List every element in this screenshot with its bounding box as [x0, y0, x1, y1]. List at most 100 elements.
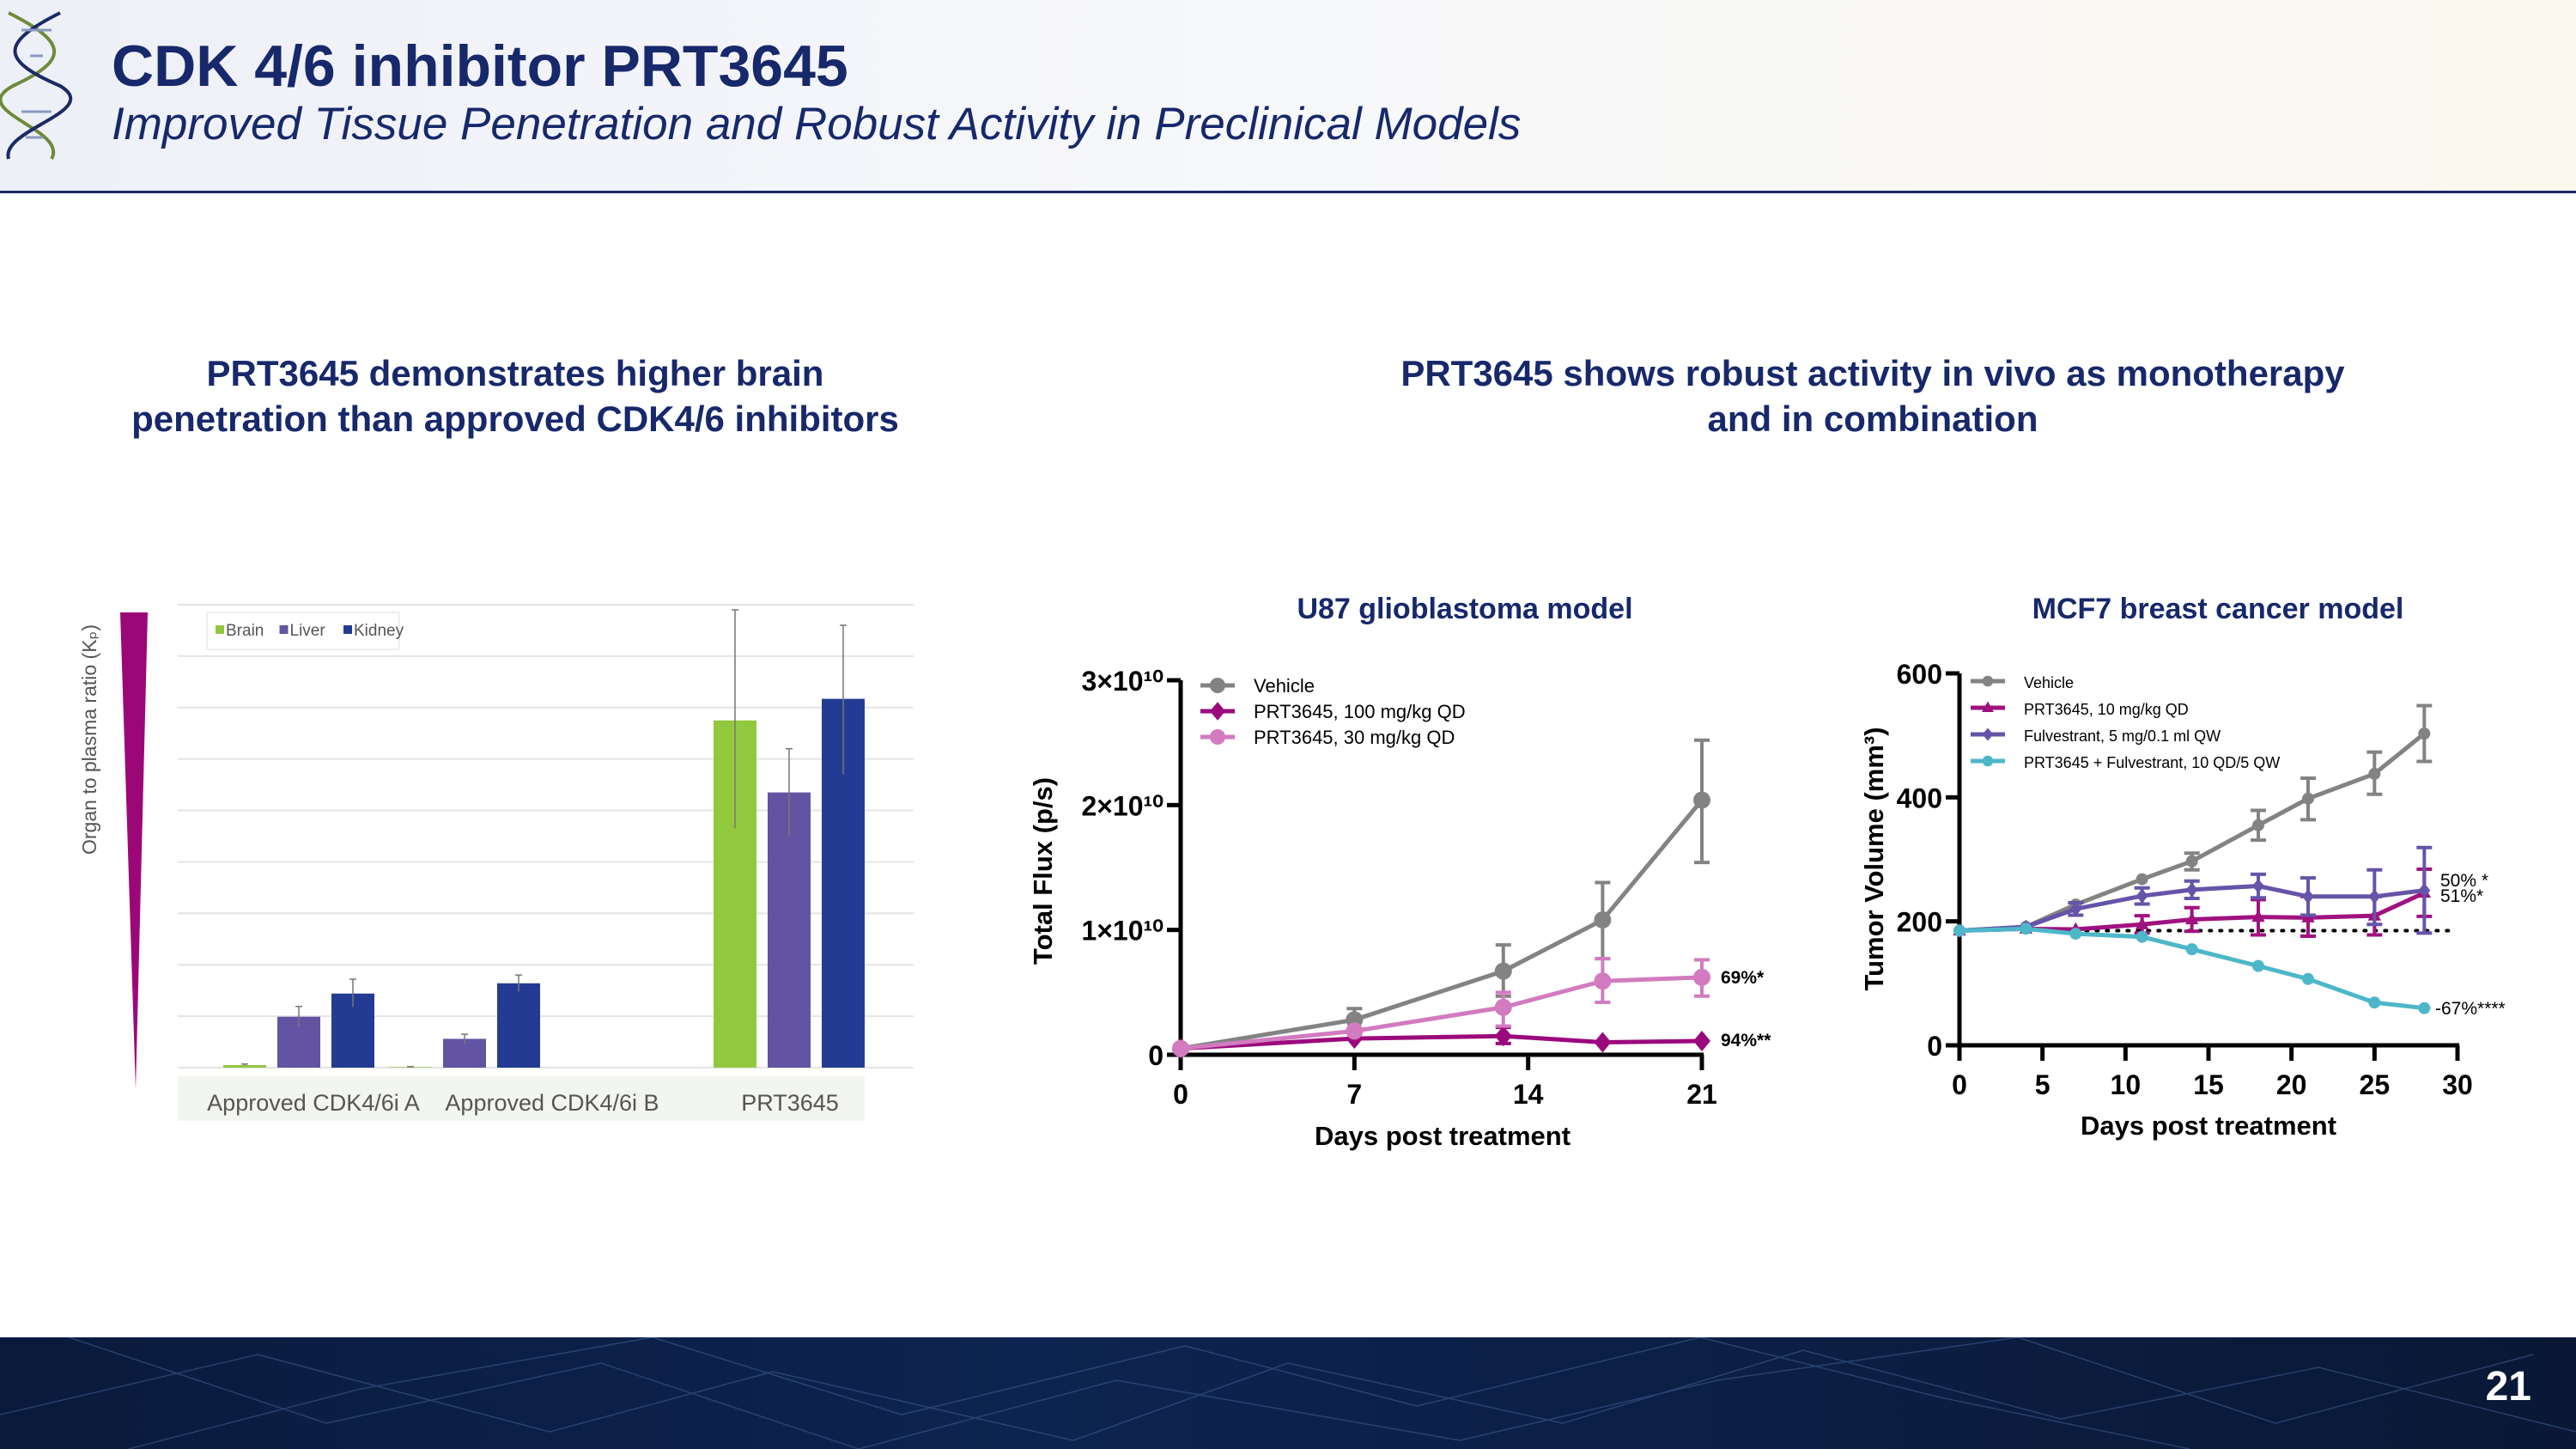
- data-point: [1494, 998, 1512, 1016]
- data-point: [2368, 996, 2381, 1009]
- data-point: [2185, 855, 2198, 868]
- y-tick-label: 400: [1897, 782, 1942, 813]
- bar-brain-approved-cdk4-6i-a: [223, 1065, 266, 1068]
- series-line-vehicle: [1180, 798, 1704, 1051]
- data-point: [2135, 916, 2149, 929]
- y-tick-label: 1×10¹⁰: [1081, 916, 1163, 947]
- annotation-prt3645-fulvestrant-10-qd-5-qw: -67%****: [2435, 999, 2506, 1019]
- data-point: [2185, 882, 2198, 898]
- legend-marker-prt3645-30-mg-kg-qd: [1210, 729, 1225, 745]
- left-heading-line2: penetration than approved CDK4/6 inhibit…: [131, 399, 899, 439]
- data-point: [2136, 888, 2148, 904]
- data-point: [1594, 972, 1612, 990]
- legend-label-kidney: Kidney: [354, 622, 404, 640]
- increasing-ratio-wedge: [120, 612, 148, 1089]
- network-background-graphic: [0, 1337, 2576, 1449]
- right-heading-line2: and in combination: [1707, 399, 2038, 439]
- legend-marker-prt3645-fulvestrant-10-qd-5-qw: [1982, 755, 1994, 767]
- right-section-heading: PRT3645 shows robust activity in vivo as…: [1400, 350, 2345, 441]
- data-point: [1693, 968, 1710, 986]
- data-point: [1693, 1031, 1710, 1052]
- u87-chart: U87 glioblastoma model Total Flux (p/s) …: [1028, 593, 1771, 1151]
- series-line-prt3645-fulvestrant-10-qd-5-qw: [1959, 926, 2425, 1011]
- bar-y-axis-label: Organ to plasma ratio (Kₚ): [78, 624, 100, 855]
- data-point: [1494, 1026, 1512, 1047]
- legend-marker-prt3645-100-mg-kg-qd: [1210, 702, 1225, 721]
- legend-swatch-brain: [216, 625, 224, 634]
- data-point: [1953, 924, 1965, 937]
- mcf7-chart-title: MCF7 breast cancer model: [2032, 593, 2404, 625]
- bar-liver-prt3645: [768, 792, 811, 1068]
- u87-x-axis-label: Days post treatment: [1315, 1121, 1571, 1151]
- data-point: [1693, 791, 1710, 809]
- legend-label-fulvestrant-5-mg-0-1-ml-qw: Fulvestrant, 5 mg/0.1 ml QW: [2024, 728, 2221, 745]
- annotation-prt3645-10-mg-kg-qd: 51%*: [2440, 886, 2483, 906]
- annotation-prt3645-100-mg-kg-qd: 94%**: [1721, 1031, 1771, 1050]
- legend-label-liver: Liver: [290, 622, 326, 640]
- data-point: [2368, 767, 2381, 780]
- series-prt3645-30-mg-kg-qd: [1172, 957, 1710, 1057]
- series-vehicle: [1172, 738, 1710, 1057]
- data-point: [2069, 928, 2082, 941]
- annotation-prt3645-30-mg-kg-qd: 69%*: [1721, 968, 1765, 988]
- x-tick-label: 25: [2360, 1069, 2391, 1100]
- data-point: [2184, 912, 2199, 925]
- x-tick-label: 5: [2035, 1069, 2050, 1100]
- x-tick-label: 0: [1952, 1069, 1967, 1100]
- x-tick-label: 7: [1346, 1079, 1362, 1110]
- annotation-fulvestrant-5-mg-0-1-ml-qw: 50% *: [2440, 871, 2488, 891]
- left-heading-line1: PRT3645 demonstrates higher brain: [206, 353, 824, 393]
- slide-header: CDK 4/6 inhibitor PRT3645 Improved Tissu…: [0, 0, 2576, 193]
- x-tick-label: 0: [1173, 1079, 1188, 1110]
- bar-chart: Organ to plasma ratio (Kₚ) Approved CDK4…: [78, 604, 914, 1121]
- data-point: [2302, 889, 2314, 904]
- bar-liver-approved-cdk4-6i-b: [443, 1038, 486, 1068]
- dna-helix-logo: [0, 11, 72, 160]
- x-tick-label: 15: [2193, 1069, 2224, 1100]
- data-point: [2418, 883, 2431, 898]
- x-tick-label: 30: [2442, 1069, 2473, 1100]
- data-point: [2136, 930, 2148, 943]
- data-point: [2136, 873, 2148, 886]
- right-heading-line1: PRT3645 shows robust activity in vivo as…: [1400, 353, 2345, 393]
- u87-chart-title: U87 glioblastoma model: [1297, 593, 1632, 625]
- data-point: [2302, 972, 2314, 985]
- data-point: [2302, 792, 2314, 805]
- mcf7-y-axis-label: Tumor Volume (mm³): [1859, 727, 1889, 990]
- u87-y-axis-label: Total Flux (p/s): [1028, 777, 1058, 965]
- legend-label-vehicle: Vehicle: [1254, 675, 1315, 697]
- data-point: [1172, 1039, 1189, 1057]
- data-point: [2069, 901, 2082, 916]
- x-tick-label: 21: [1686, 1079, 1717, 1110]
- bar-kidney-approved-cdk4-6i-b: [497, 983, 540, 1068]
- legend-marker-prt3645-10-mg-kg-qd: [1982, 701, 1994, 713]
- x-tick-label: 10: [2111, 1069, 2142, 1100]
- data-point: [2252, 819, 2264, 831]
- series-prt3645-fulvestrant-10-qd-5-qw: [1953, 922, 2431, 1014]
- bar-legend-box: [206, 612, 400, 650]
- data-point: [1594, 1032, 1612, 1053]
- y-tick-label: 0: [1148, 1040, 1163, 1071]
- legend-marker-fulvestrant-5-mg-0-1-ml-qw: [1982, 728, 1994, 741]
- legend-label-prt3645-10-mg-kg-qd: PRT3645, 10 mg/kg QD: [2024, 701, 2189, 718]
- data-point: [2418, 1002, 2431, 1014]
- slide-title: CDK 4/6 inhibitor PRT3645: [112, 33, 848, 99]
- data-point: [2185, 943, 2198, 956]
- data-point: [2418, 728, 2431, 740]
- left-section-heading: PRT3645 demonstrates higher brain penetr…: [43, 350, 987, 441]
- legend-label-brain: Brain: [226, 622, 264, 640]
- mcf7-x-axis-label: Days post treatment: [2081, 1111, 2336, 1141]
- legend-marker-vehicle: [1210, 678, 1225, 693]
- legend-marker-vehicle: [1982, 675, 1994, 687]
- data-point: [1594, 911, 1612, 929]
- legend-swatch-kidney: [343, 625, 352, 634]
- y-tick-label: 2×10¹⁰: [1081, 790, 1163, 821]
- category-label: Approved CDK4/6i A: [207, 1090, 420, 1116]
- x-category-band: [178, 1076, 865, 1121]
- mcf7-chart: MCF7 breast cancer model Tumor Volume (m…: [1859, 593, 2506, 1141]
- legend-label-prt3645-fulvestrant-10-qd-5-qw: PRT3645 + Fulvestrant, 10 QD/5 QW: [2024, 754, 2280, 771]
- legend-label-prt3645-30-mg-kg-qd: PRT3645, 30 mg/kg QD: [1254, 727, 1455, 748]
- slide-footer: 21: [0, 1337, 2576, 1449]
- data-point: [2020, 922, 2032, 935]
